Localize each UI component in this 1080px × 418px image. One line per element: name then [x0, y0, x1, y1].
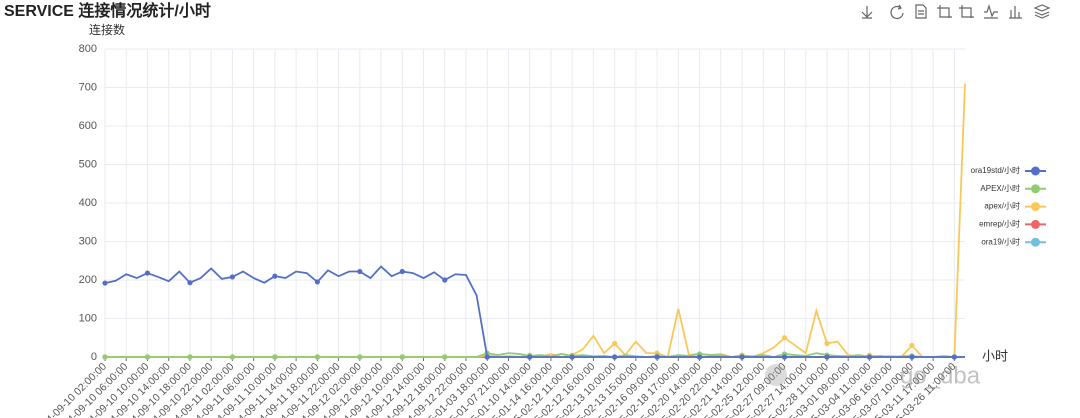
tool-zoom-back[interactable] — [959, 5, 974, 18]
point — [229, 274, 236, 280]
point — [187, 354, 193, 360]
y-tick-label: 0 — [91, 351, 97, 363]
point — [229, 354, 236, 360]
point — [696, 354, 703, 360]
toolbox[interactable] — [861, 4, 1051, 20]
legend-label: emrep/小时 — [979, 219, 1020, 229]
point — [909, 354, 915, 360]
point — [399, 354, 405, 360]
point — [781, 335, 788, 341]
tool-line[interactable] — [984, 4, 998, 19]
tool-stack[interactable] — [1033, 4, 1051, 19]
point — [187, 280, 193, 286]
point — [102, 354, 108, 360]
point — [739, 354, 745, 360]
legend-label: ora19/小时 — [981, 236, 1020, 246]
watermark: go_dba — [900, 362, 981, 389]
point — [824, 354, 830, 360]
point — [314, 279, 320, 285]
point — [314, 354, 320, 360]
legend-marker — [1031, 237, 1040, 247]
tool-restore[interactable] — [890, 4, 904, 20]
tool-save[interactable] — [861, 6, 873, 19]
y-tick-label: 400 — [79, 197, 97, 209]
point — [399, 268, 405, 275]
y-tick-label: 800 — [79, 43, 97, 55]
point — [824, 340, 830, 347]
point — [357, 354, 363, 360]
point — [866, 354, 873, 360]
legend-marker — [1031, 184, 1040, 194]
series — [102, 265, 965, 360]
point — [951, 354, 957, 360]
point — [102, 280, 108, 286]
series — [102, 350, 965, 360]
legend-marker — [1031, 219, 1040, 229]
y-tick-label: 500 — [79, 158, 97, 170]
y-tick-label: 700 — [79, 81, 97, 93]
point — [144, 270, 151, 276]
y-tick-label: 200 — [79, 274, 97, 286]
point — [527, 354, 533, 360]
point — [442, 277, 448, 283]
point — [569, 354, 575, 360]
point — [484, 354, 490, 360]
tool-data-view[interactable] — [915, 4, 927, 19]
tool-bar[interactable] — [1009, 6, 1022, 19]
y-axis-title: 连接数 — [89, 22, 125, 37]
tool-zoom[interactable] — [937, 5, 952, 18]
legend-label: ora19std/小时 — [971, 165, 1020, 175]
legend-label: apex/小时 — [984, 201, 1020, 211]
y-tick-label: 100 — [79, 312, 97, 324]
point — [357, 268, 363, 275]
legend-marker — [1031, 166, 1040, 176]
point — [272, 354, 278, 360]
point — [442, 354, 448, 360]
point — [612, 340, 618, 347]
legend-marker — [1031, 202, 1040, 212]
y-tick-label: 600 — [79, 120, 97, 132]
y-tick-label: 300 — [79, 235, 97, 247]
watermark-icon — [765, 364, 787, 386]
point — [144, 354, 151, 360]
series-line — [105, 83, 966, 359]
legend-label: APEX/小时 — [980, 183, 1020, 193]
point — [612, 354, 618, 360]
point — [272, 273, 278, 279]
chart-title: SERVICE 连接情况统计/小时 — [4, 1, 211, 20]
point — [654, 354, 660, 360]
point — [909, 342, 915, 349]
series-line — [104, 265, 965, 358]
series-line — [105, 352, 965, 358]
x-axis-title: 小时 — [982, 348, 1008, 363]
point — [781, 354, 788, 360]
